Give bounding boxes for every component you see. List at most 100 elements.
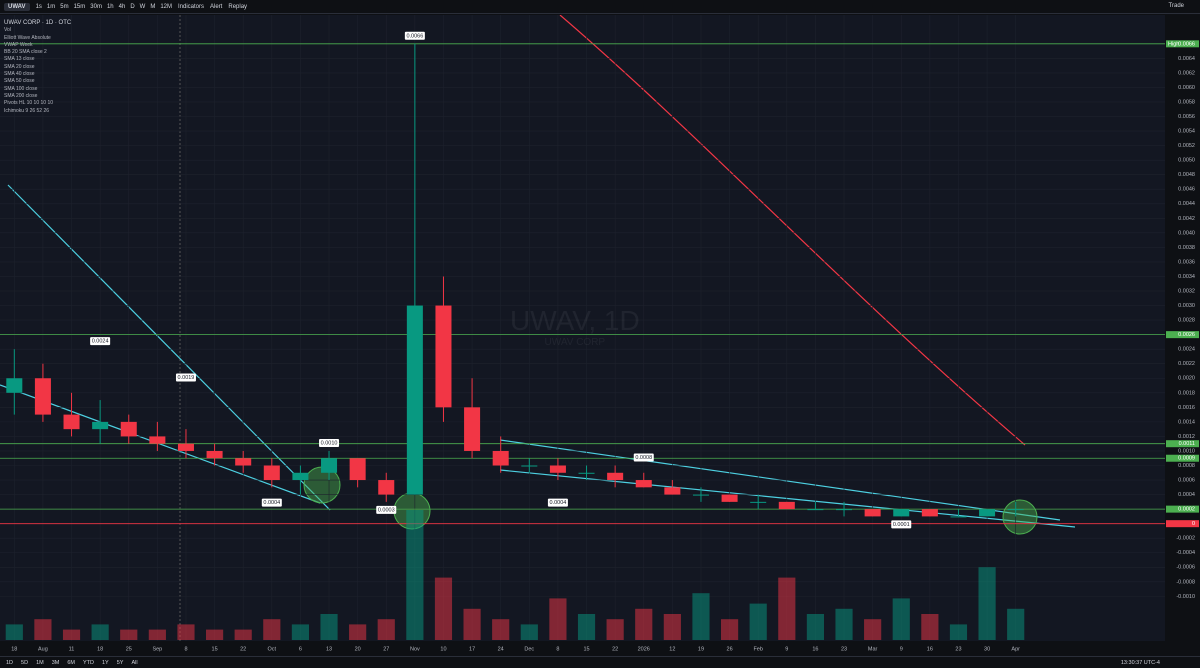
annotation-box (175, 373, 196, 382)
timeframe-button[interactable]: 15m (73, 3, 86, 10)
candle-body (120, 421, 137, 437)
candle-body (664, 487, 681, 495)
annotation-box (261, 498, 282, 507)
candle-body (292, 472, 309, 481)
candle-body (807, 509, 824, 511)
volume-bar (463, 608, 481, 640)
range-button[interactable]: All (131, 659, 138, 666)
legend-row: Vol (4, 27, 71, 34)
timeframe-button[interactable]: W (139, 3, 146, 10)
range-button[interactable]: 3M (51, 659, 60, 666)
level-badge (1166, 331, 1199, 339)
range-button[interactable]: YTD (82, 659, 94, 666)
legend: UWAV CORP · 1D · OTC Vol Elliott Wave Abs… (4, 20, 71, 115)
x-tick-label: 26 (727, 646, 733, 652)
range-button[interactable]: 1D (6, 659, 14, 666)
candle-body (321, 458, 338, 473)
x-tick-label: 13 (326, 646, 332, 652)
y-tick-label: 0.0060 (1178, 85, 1195, 91)
candle-body (578, 472, 595, 474)
volume-bar (120, 629, 138, 640)
range-button[interactable]: 5Y (116, 659, 124, 666)
y-tick-label: 0.0010 (1178, 448, 1195, 454)
timeframe-button[interactable]: 30m (90, 3, 102, 10)
x-tick-label: 23 (955, 646, 961, 652)
chart: 0.0064 0.0062 0.0060 0.0058 0.0056 0.0054 0.00… (0, 15, 1200, 656)
x-tick-label: 30 (984, 646, 990, 652)
candle-body (521, 465, 538, 467)
candle-body (6, 378, 23, 393)
annotation-box (90, 337, 111, 346)
candle-body (349, 458, 366, 481)
y-tick-label: 0.0052 (1178, 143, 1195, 149)
annotation-box (376, 505, 397, 514)
top-toolbar: UWAV 1s 1m 5m 15m 30m 1h 4h D W M 12M Indicators A… (0, 0, 1200, 14)
candle-body (378, 480, 395, 495)
legend-row: SMA 20 close (4, 64, 71, 71)
trade-button[interactable]: Trade (1168, 3, 1184, 9)
x-tick-label: Sep (152, 646, 162, 652)
legend-item: SMA 13 close (4, 56, 35, 63)
level-badge (1166, 454, 1199, 462)
x-tick-label: 27 (383, 646, 389, 652)
y-tick-label: 0.0064 (1178, 56, 1195, 62)
range-button[interactable]: 1Y (101, 659, 109, 666)
candle-body (406, 305, 423, 495)
candle-body (864, 509, 881, 517)
legend-item: SMA 40 close (4, 71, 35, 78)
volume-bar (492, 619, 510, 640)
level-label: 0.0026 (1178, 332, 1195, 338)
legend-item: SMA 50 close (4, 78, 35, 85)
volume-bar (721, 619, 739, 640)
timeframe-button[interactable]: 4h (118, 3, 126, 10)
range-button[interactable]: 6M (67, 659, 75, 666)
x-tick-label: 20 (355, 646, 361, 652)
x-tick-label: 17 (469, 646, 475, 652)
timeframe-button[interactable]: M (150, 3, 156, 10)
x-tick-label: Aug (38, 646, 48, 652)
x-tick-label: 8 (556, 646, 559, 652)
x-tick-label: 16 (812, 646, 818, 652)
legend-item: SMA 20 close (4, 63, 35, 70)
range-button[interactable]: 5D (21, 659, 29, 666)
alert-button[interactable]: Alert (210, 3, 223, 10)
replay-button[interactable]: Replay (228, 3, 248, 10)
timeframe-button[interactable]: 1h (106, 3, 114, 10)
candle-body (778, 501, 795, 510)
y-tick-label: 0.0058 (1178, 99, 1195, 105)
timeframe-button[interactable]: 1m (46, 3, 56, 10)
indicators-button[interactable]: Indicators (178, 3, 205, 10)
volume-bar (291, 624, 309, 640)
timeframe-button[interactable]: D (130, 3, 135, 10)
x-tick-label: Dec (524, 646, 534, 652)
volume-bar (549, 598, 567, 640)
timeframe-button[interactable]: 5m (60, 3, 69, 10)
level-badge (1166, 440, 1199, 448)
y-tick-label: 0.0044 (1178, 201, 1195, 207)
level-badge (1166, 505, 1199, 513)
legend-row: Elliott Wave Absolute (4, 35, 71, 42)
volume-bar (978, 567, 996, 640)
y-tick-label: 0.0054 (1178, 129, 1195, 135)
plot-background (0, 15, 1165, 641)
y-tick-label: 0.0018 (1178, 390, 1195, 396)
legend-item: Ichimoku 9 26 52 26 (4, 107, 50, 114)
x-tick-label: 9 (785, 646, 788, 652)
range-button[interactable]: 1M (36, 659, 44, 666)
y-tick-label: 0.0030 (1178, 303, 1195, 309)
timeframe-button[interactable]: 12M (160, 3, 172, 10)
candle-body (92, 421, 109, 430)
legend-item: Vol (4, 27, 11, 34)
level-label: 0.0009 (1178, 456, 1195, 462)
range-bar: 13:30:37 UTC-4 1D 5D 1M 3M 6M YTD 1Y 5Y All (0, 656, 1200, 668)
y-tick-label: 0.0024 (1178, 347, 1195, 353)
y-tick-label: -0.0006 (1176, 565, 1195, 571)
watermark-name: UWAV CORP (544, 337, 606, 348)
x-tick-label: 22 (612, 646, 618, 652)
volume-bar (864, 619, 882, 640)
level-label: 0 (1192, 521, 1195, 527)
legend-row: SMA 13 close (4, 56, 71, 63)
y-tick-label: 0.0014 (1178, 419, 1195, 425)
symbol-button[interactable]: UWAV (4, 2, 30, 11)
timeframe-button[interactable]: 1s (35, 3, 42, 10)
